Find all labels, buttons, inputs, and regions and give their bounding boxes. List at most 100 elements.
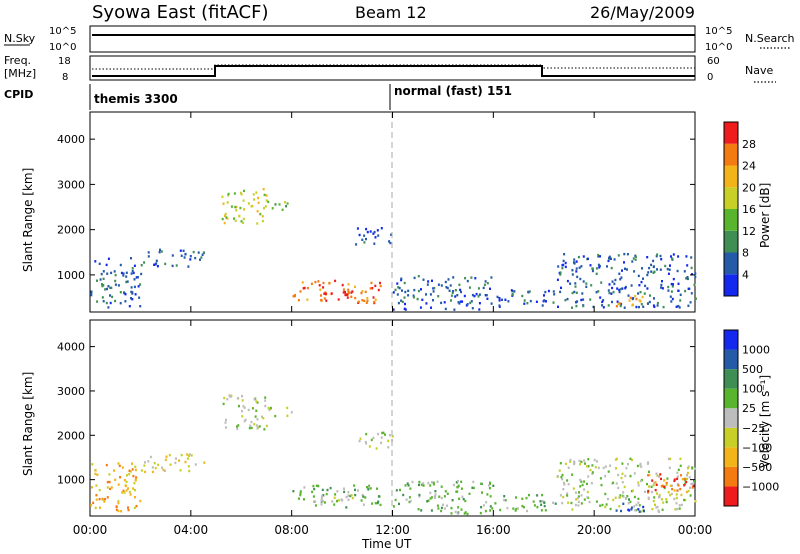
data-cell bbox=[140, 264, 143, 267]
data-cell bbox=[434, 490, 437, 493]
data-cell bbox=[430, 496, 433, 499]
data-cell bbox=[641, 295, 644, 299]
data-cell bbox=[478, 293, 481, 296]
data-cell bbox=[597, 255, 600, 258]
data-cell bbox=[314, 280, 317, 284]
data-cell bbox=[690, 482, 693, 486]
data-cell bbox=[684, 482, 687, 486]
data-cell bbox=[583, 459, 586, 462]
x-tick-label: 12:00 bbox=[375, 523, 410, 537]
data-cell bbox=[301, 281, 304, 284]
data-cell bbox=[134, 465, 137, 468]
data-cell bbox=[413, 276, 416, 280]
data-cell bbox=[638, 504, 641, 507]
data-cell bbox=[485, 294, 488, 297]
y-tick-label: 4000 bbox=[57, 341, 85, 354]
data-cell bbox=[602, 299, 605, 302]
data-cell bbox=[147, 255, 150, 258]
data-cell bbox=[485, 501, 488, 504]
data-cell bbox=[630, 506, 633, 509]
data-cell bbox=[586, 465, 588, 468]
data-cell bbox=[363, 234, 366, 237]
data-cell bbox=[94, 472, 97, 476]
data-cell bbox=[100, 272, 103, 276]
data-cell bbox=[544, 509, 547, 512]
data-cell bbox=[102, 284, 105, 287]
data-cell bbox=[261, 219, 264, 223]
y-tick-label: 3000 bbox=[57, 178, 85, 191]
data-cell bbox=[535, 300, 538, 303]
data-cell bbox=[460, 508, 463, 511]
data-cell bbox=[681, 478, 684, 481]
data-cell bbox=[679, 474, 682, 477]
data-cell bbox=[328, 281, 331, 285]
data-cell bbox=[139, 499, 142, 503]
data-cell bbox=[107, 306, 110, 309]
data-cell bbox=[559, 290, 562, 294]
data-cell bbox=[135, 476, 138, 479]
data-cell bbox=[619, 494, 622, 497]
data-cell bbox=[575, 260, 578, 263]
data-cell bbox=[345, 495, 348, 499]
data-cell bbox=[320, 294, 322, 297]
data-cell bbox=[119, 302, 122, 305]
data-cell bbox=[604, 492, 607, 496]
data-cell bbox=[562, 263, 565, 267]
data-cell bbox=[119, 476, 122, 479]
data-cell bbox=[418, 480, 421, 484]
data-cell bbox=[621, 481, 624, 484]
data-cell bbox=[397, 301, 400, 305]
data-cell bbox=[186, 453, 189, 456]
data-cell bbox=[139, 305, 142, 308]
data-cell bbox=[643, 292, 646, 295]
data-cell bbox=[561, 473, 564, 477]
data-cell bbox=[323, 297, 326, 300]
data-cell bbox=[247, 202, 250, 205]
data-cell bbox=[377, 288, 380, 292]
data-cell bbox=[600, 483, 603, 487]
data-cell bbox=[221, 217, 224, 221]
data-cell bbox=[680, 503, 683, 507]
colorbar-tick-label: 100 bbox=[742, 383, 763, 396]
data-cell bbox=[456, 485, 459, 489]
data-cell bbox=[117, 483, 120, 486]
data-cell bbox=[130, 272, 133, 275]
data-cell bbox=[662, 305, 665, 309]
data-cell bbox=[471, 486, 474, 489]
data-cell bbox=[670, 300, 673, 303]
data-cell bbox=[660, 258, 663, 261]
data-cell bbox=[484, 509, 487, 513]
data-cell bbox=[373, 242, 376, 245]
data-cell bbox=[618, 290, 621, 294]
data-cell bbox=[465, 304, 468, 307]
data-cell bbox=[430, 481, 433, 484]
data-cell bbox=[604, 505, 607, 509]
data-cell bbox=[457, 479, 459, 483]
data-cell bbox=[582, 304, 585, 308]
data-cell bbox=[153, 263, 156, 266]
data-cell bbox=[608, 283, 611, 286]
data-cell bbox=[259, 212, 262, 216]
data-cell bbox=[646, 287, 649, 290]
data-cell bbox=[653, 265, 655, 268]
data-cell bbox=[687, 287, 690, 290]
data-cell bbox=[429, 484, 432, 487]
data-cell bbox=[552, 501, 555, 504]
data-cell bbox=[238, 404, 240, 408]
data-cell bbox=[354, 493, 357, 497]
data-cell bbox=[278, 203, 281, 206]
data-cell bbox=[567, 501, 570, 504]
data-cell bbox=[433, 286, 436, 290]
data-cell bbox=[670, 282, 673, 286]
data-cell bbox=[117, 500, 120, 503]
data-cell bbox=[560, 475, 563, 479]
data-cell bbox=[299, 290, 302, 293]
data-cell bbox=[479, 511, 482, 515]
data-cell bbox=[556, 278, 559, 281]
data-cell bbox=[263, 193, 266, 197]
data-cell bbox=[667, 285, 670, 289]
data-cell bbox=[460, 480, 463, 483]
data-cell bbox=[486, 493, 489, 496]
data-cell bbox=[677, 468, 680, 471]
data-cell bbox=[255, 191, 258, 194]
